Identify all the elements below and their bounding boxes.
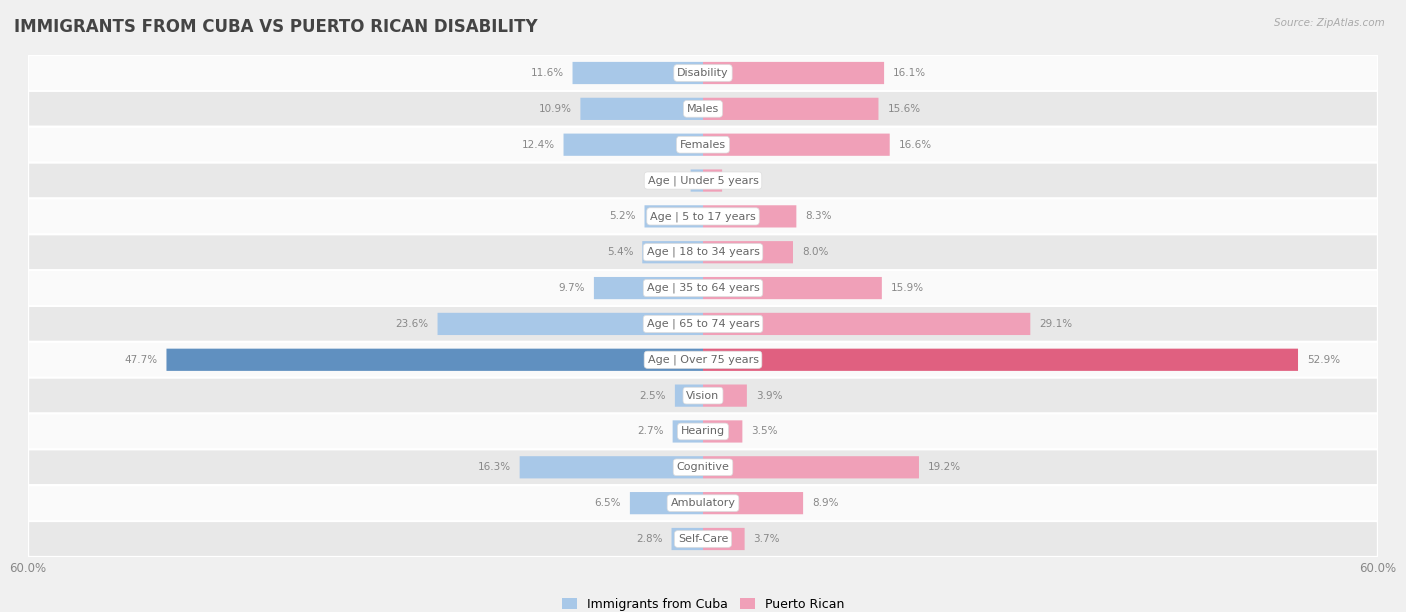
FancyBboxPatch shape [703, 313, 1031, 335]
FancyBboxPatch shape [28, 306, 1378, 342]
Text: 2.5%: 2.5% [640, 390, 666, 401]
FancyBboxPatch shape [672, 420, 703, 442]
Text: 9.7%: 9.7% [558, 283, 585, 293]
Text: 2.7%: 2.7% [637, 427, 664, 436]
FancyBboxPatch shape [520, 456, 703, 479]
Text: 23.6%: 23.6% [395, 319, 429, 329]
Text: Source: ZipAtlas.com: Source: ZipAtlas.com [1274, 18, 1385, 28]
FancyBboxPatch shape [643, 241, 703, 263]
Legend: Immigrants from Cuba, Puerto Rican: Immigrants from Cuba, Puerto Rican [561, 598, 845, 611]
FancyBboxPatch shape [581, 98, 703, 120]
FancyBboxPatch shape [672, 528, 703, 550]
Text: Vision: Vision [686, 390, 720, 401]
FancyBboxPatch shape [28, 127, 1378, 163]
Text: Age | 35 to 64 years: Age | 35 to 64 years [647, 283, 759, 293]
Text: Ambulatory: Ambulatory [671, 498, 735, 508]
Text: Age | 5 to 17 years: Age | 5 to 17 years [650, 211, 756, 222]
Text: 29.1%: 29.1% [1039, 319, 1073, 329]
FancyBboxPatch shape [28, 163, 1378, 198]
FancyBboxPatch shape [630, 492, 703, 514]
Text: Age | Over 75 years: Age | Over 75 years [648, 354, 758, 365]
Text: 15.6%: 15.6% [887, 104, 921, 114]
Text: 8.3%: 8.3% [806, 211, 832, 222]
FancyBboxPatch shape [166, 349, 703, 371]
FancyBboxPatch shape [703, 492, 803, 514]
FancyBboxPatch shape [703, 98, 879, 120]
Text: 2.8%: 2.8% [636, 534, 662, 544]
FancyBboxPatch shape [28, 378, 1378, 414]
FancyBboxPatch shape [703, 420, 742, 442]
Text: 16.6%: 16.6% [898, 140, 932, 150]
FancyBboxPatch shape [564, 133, 703, 156]
FancyBboxPatch shape [28, 198, 1378, 234]
FancyBboxPatch shape [703, 528, 745, 550]
FancyBboxPatch shape [437, 313, 703, 335]
Text: 3.7%: 3.7% [754, 534, 780, 544]
Text: 6.5%: 6.5% [595, 498, 621, 508]
Text: IMMIGRANTS FROM CUBA VS PUERTO RICAN DISABILITY: IMMIGRANTS FROM CUBA VS PUERTO RICAN DIS… [14, 18, 537, 36]
FancyBboxPatch shape [28, 521, 1378, 557]
Text: Age | Under 5 years: Age | Under 5 years [648, 175, 758, 186]
FancyBboxPatch shape [703, 62, 884, 84]
FancyBboxPatch shape [703, 349, 1298, 371]
FancyBboxPatch shape [675, 384, 703, 407]
Text: 1.7%: 1.7% [731, 176, 758, 185]
Text: 47.7%: 47.7% [124, 355, 157, 365]
FancyBboxPatch shape [28, 342, 1378, 378]
Text: Age | 65 to 74 years: Age | 65 to 74 years [647, 319, 759, 329]
Text: 19.2%: 19.2% [928, 462, 962, 472]
FancyBboxPatch shape [703, 277, 882, 299]
FancyBboxPatch shape [703, 384, 747, 407]
FancyBboxPatch shape [593, 277, 703, 299]
FancyBboxPatch shape [572, 62, 703, 84]
Text: 11.6%: 11.6% [530, 68, 564, 78]
FancyBboxPatch shape [28, 414, 1378, 449]
Text: Females: Females [681, 140, 725, 150]
Text: 5.4%: 5.4% [607, 247, 633, 257]
Text: 8.9%: 8.9% [813, 498, 838, 508]
Text: 52.9%: 52.9% [1308, 355, 1340, 365]
Text: Cognitive: Cognitive [676, 462, 730, 472]
FancyBboxPatch shape [703, 241, 793, 263]
FancyBboxPatch shape [28, 449, 1378, 485]
FancyBboxPatch shape [703, 133, 890, 156]
FancyBboxPatch shape [703, 456, 920, 479]
Text: 5.2%: 5.2% [609, 211, 636, 222]
FancyBboxPatch shape [28, 270, 1378, 306]
FancyBboxPatch shape [28, 55, 1378, 91]
Text: 1.1%: 1.1% [655, 176, 682, 185]
Text: Disability: Disability [678, 68, 728, 78]
Text: 3.5%: 3.5% [751, 427, 778, 436]
Text: Self-Care: Self-Care [678, 534, 728, 544]
FancyBboxPatch shape [28, 234, 1378, 270]
Text: Males: Males [688, 104, 718, 114]
Text: Age | 18 to 34 years: Age | 18 to 34 years [647, 247, 759, 258]
FancyBboxPatch shape [690, 170, 703, 192]
Text: 3.9%: 3.9% [756, 390, 782, 401]
FancyBboxPatch shape [703, 205, 796, 228]
Text: 8.0%: 8.0% [801, 247, 828, 257]
Text: 12.4%: 12.4% [522, 140, 554, 150]
FancyBboxPatch shape [28, 91, 1378, 127]
FancyBboxPatch shape [28, 485, 1378, 521]
Text: 16.3%: 16.3% [478, 462, 510, 472]
Text: 10.9%: 10.9% [538, 104, 571, 114]
Text: Hearing: Hearing [681, 427, 725, 436]
Text: 16.1%: 16.1% [893, 68, 927, 78]
FancyBboxPatch shape [703, 170, 723, 192]
FancyBboxPatch shape [644, 205, 703, 228]
Text: 15.9%: 15.9% [891, 283, 924, 293]
